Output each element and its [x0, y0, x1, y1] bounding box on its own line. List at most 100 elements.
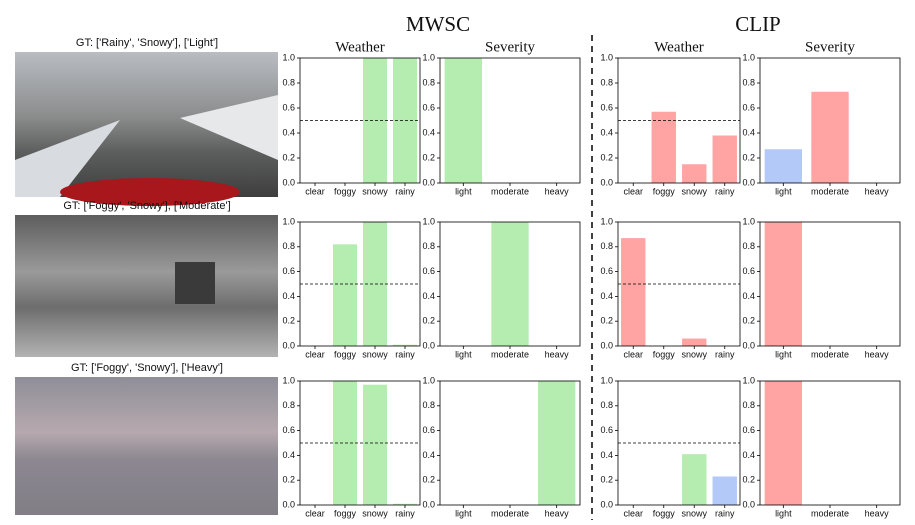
y-tick-label: 0.2 — [742, 316, 755, 326]
x-tick-label: clear — [623, 349, 643, 359]
x-tick-label: light — [455, 508, 472, 518]
bar — [712, 476, 737, 505]
y-tick-label: 0.0 — [282, 340, 295, 350]
y-tick-label: 0.8 — [422, 400, 435, 410]
y-tick-label: 0.8 — [282, 400, 295, 410]
y-tick-label: 0.4 — [422, 291, 435, 301]
x-tick-label: clear — [623, 186, 643, 196]
y-tick-label: 0.0 — [282, 499, 295, 509]
x-tick-label: clear — [305, 508, 325, 518]
y-tick-label: 0.6 — [600, 266, 613, 276]
y-tick-label: 0.0 — [742, 177, 755, 187]
y-tick-label: 0.4 — [600, 127, 613, 137]
y-tick-label: 0.4 — [600, 450, 613, 460]
x-tick-label: light — [775, 186, 792, 196]
plot-frame — [759, 380, 901, 506]
y-tick-label: 0.8 — [742, 400, 755, 410]
x-tick-label: foggy — [334, 508, 357, 518]
y-tick-label: 0.4 — [742, 291, 755, 301]
bar — [393, 344, 417, 346]
y-tick-label: 0.8 — [600, 241, 613, 251]
bar — [682, 454, 707, 505]
y-tick-label: 0.6 — [600, 425, 613, 435]
plot-frame — [299, 57, 421, 184]
x-tick-label: clear — [305, 349, 325, 359]
y-tick-label: 0.2 — [282, 152, 295, 162]
y-tick-label: 0.0 — [742, 499, 755, 509]
bar — [333, 244, 357, 346]
x-tick-label: heavy — [865, 349, 890, 359]
y-tick-label: 0.6 — [742, 266, 755, 276]
y-tick-label: 0.4 — [282, 450, 295, 460]
y-tick-label: 1.0 — [742, 216, 755, 226]
plot-frame — [299, 380, 421, 506]
y-tick-label: 0.2 — [422, 152, 435, 162]
x-tick-label: heavy — [865, 508, 890, 518]
photo-snow — [180, 95, 278, 160]
caption: GT: ['Foggy', 'Snowy'], ['Moderate'] — [63, 200, 230, 212]
y-tick-label: 0.8 — [422, 77, 435, 87]
bar — [764, 222, 802, 346]
x-tick-label: foggy — [653, 186, 676, 196]
x-tick-label: snowy — [362, 349, 388, 359]
bar — [712, 135, 737, 183]
y-tick-label: 0.0 — [600, 340, 613, 350]
bar — [393, 503, 417, 505]
x-tick-label: light — [775, 349, 792, 359]
y-tick-label: 0.4 — [422, 127, 435, 137]
y-tick-label: 1.0 — [600, 375, 613, 385]
x-tick-label: snowy — [681, 349, 707, 359]
panel-title: Weather — [654, 39, 704, 55]
y-tick-label: 0.8 — [742, 241, 755, 251]
y-tick-label: 0.0 — [600, 499, 613, 509]
bar — [764, 149, 802, 183]
y-tick-label: 0.0 — [600, 177, 613, 187]
plot-frame — [617, 57, 741, 184]
bar — [444, 58, 482, 183]
y-tick-label: 0.6 — [422, 425, 435, 435]
x-tick-label: foggy — [653, 349, 676, 359]
x-tick-label: foggy — [334, 186, 357, 196]
y-tick-label: 0.4 — [282, 291, 295, 301]
x-tick-label: moderate — [491, 349, 529, 359]
x-tick-label: clear — [623, 508, 643, 518]
y-tick-label: 0.0 — [422, 177, 435, 187]
plot-frame — [759, 221, 901, 347]
y-tick-label: 0.4 — [422, 450, 435, 460]
bar — [682, 338, 707, 346]
plot-frame — [439, 57, 581, 184]
bar — [682, 164, 707, 183]
x-tick-label: light — [455, 349, 472, 359]
y-tick-label: 0.2 — [422, 475, 435, 485]
x-tick-label: light — [775, 508, 792, 518]
x-tick-label: foggy — [334, 349, 357, 359]
x-tick-label: moderate — [491, 186, 529, 196]
y-tick-label: 0.2 — [422, 316, 435, 326]
bar — [363, 384, 387, 505]
x-tick-label: light — [455, 186, 472, 196]
panel-title: Weather — [335, 39, 385, 55]
y-tick-label: 0.0 — [422, 499, 435, 509]
x-tick-label: heavy — [545, 508, 570, 518]
x-tick-label: moderate — [811, 186, 849, 196]
x-tick-label: snowy — [681, 186, 707, 196]
x-tick-label: clear — [305, 186, 325, 196]
y-tick-label: 0.6 — [422, 102, 435, 112]
y-tick-label: 0.2 — [282, 316, 295, 326]
y-tick-label: 1.0 — [422, 52, 435, 62]
y-tick-label: 0.2 — [600, 152, 613, 162]
x-tick-label: heavy — [545, 349, 570, 359]
y-tick-label: 0.0 — [422, 340, 435, 350]
plot-frame — [299, 221, 421, 347]
y-tick-label: 0.2 — [742, 152, 755, 162]
plot-frame — [617, 221, 741, 347]
y-tick-label: 0.8 — [600, 400, 613, 410]
x-tick-label: rainy — [715, 349, 735, 359]
x-tick-label: rainy — [395, 349, 415, 359]
y-tick-label: 0.2 — [600, 475, 613, 485]
x-tick-label: rainy — [715, 508, 735, 518]
y-tick-label: 1.0 — [422, 375, 435, 385]
bar — [811, 91, 849, 183]
